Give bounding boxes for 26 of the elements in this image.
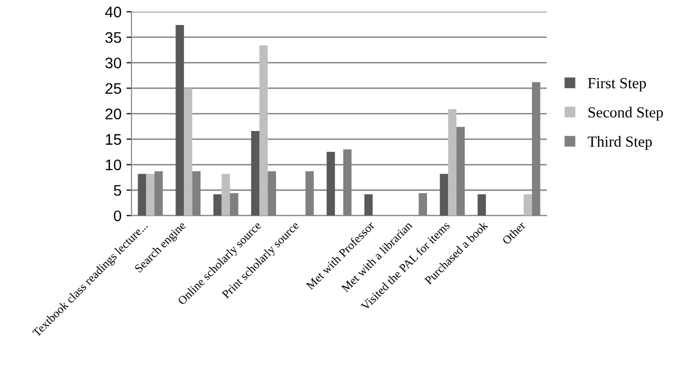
bar bbox=[138, 174, 146, 216]
bar bbox=[251, 131, 260, 216]
bar bbox=[213, 194, 222, 216]
y-tick-label: 20 bbox=[106, 108, 122, 120]
y-tick-label: 5 bbox=[114, 185, 122, 196]
bar bbox=[259, 45, 268, 216]
bar bbox=[364, 194, 373, 216]
y-tick-label: 10 bbox=[106, 160, 122, 170]
y-tick-label: 30 bbox=[105, 58, 122, 68]
y-tick-label: 25 bbox=[106, 83, 122, 94]
y-tick-label: 35 bbox=[105, 32, 122, 43]
legend-label: Second Step bbox=[588, 106, 663, 121]
bar bbox=[448, 109, 456, 216]
bar bbox=[176, 25, 184, 216]
y-tick-label: 40 bbox=[105, 6, 122, 18]
bar bbox=[184, 88, 192, 216]
bar bbox=[440, 174, 448, 216]
y-tick-label: 0 bbox=[114, 210, 122, 222]
bar bbox=[222, 174, 230, 216]
bar bbox=[146, 174, 155, 216]
bar bbox=[524, 194, 532, 216]
legend-label: Third Step bbox=[588, 136, 652, 150]
y-tick-label: 15 bbox=[106, 134, 122, 145]
bar bbox=[478, 194, 486, 216]
bar bbox=[326, 152, 335, 216]
legend-label: First Step bbox=[588, 78, 646, 92]
